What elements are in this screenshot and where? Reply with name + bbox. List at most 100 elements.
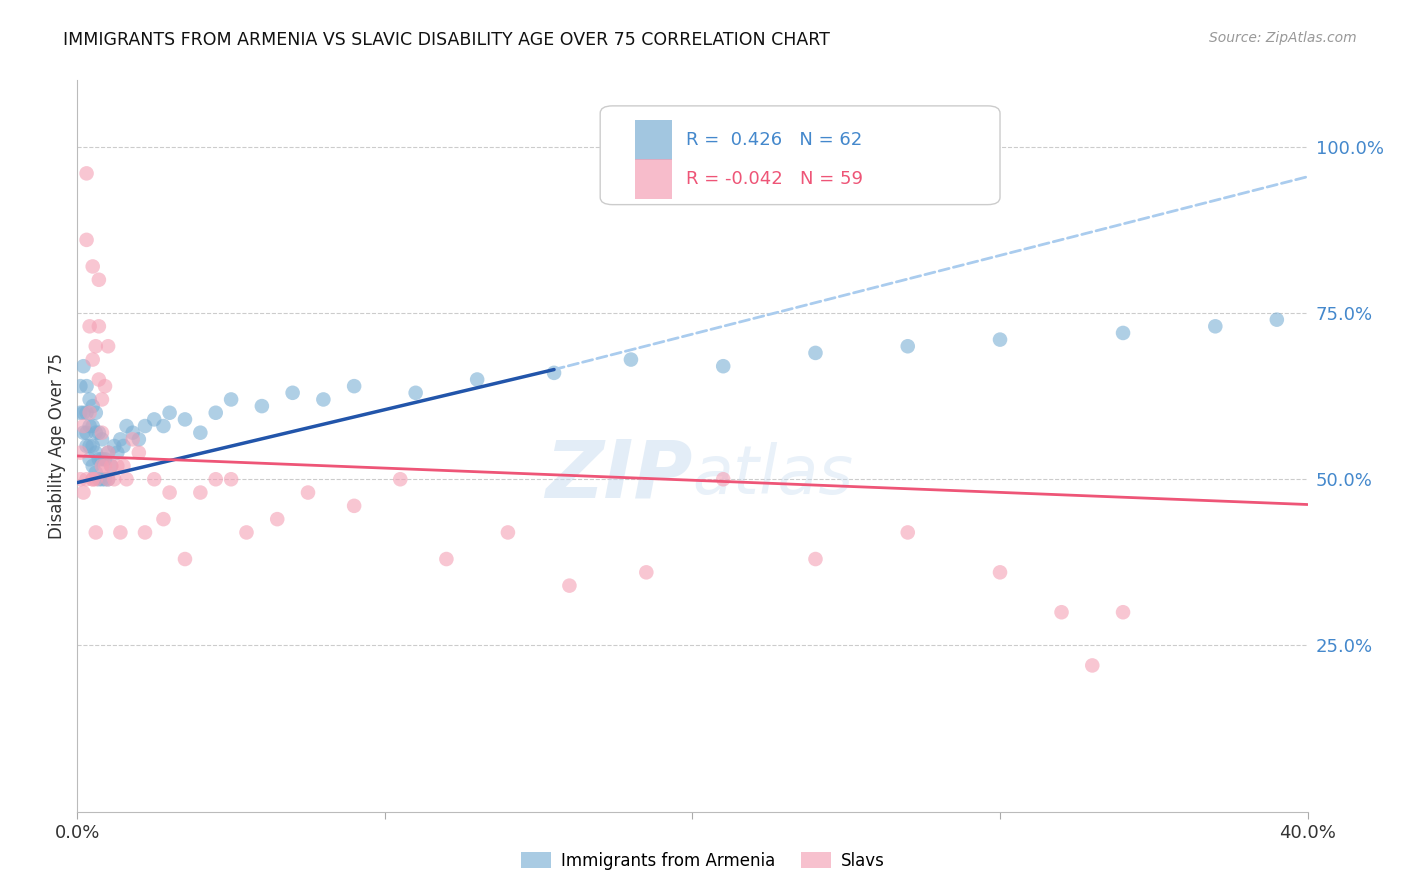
Point (103, 439, 125, 453)
Point (134, 419, 156, 434)
Point (79, 452, 101, 467)
FancyBboxPatch shape (634, 159, 672, 199)
Point (79, 439, 101, 453)
Point (636, 566, 658, 580)
Point (128, 433, 150, 447)
Point (159, 406, 181, 420)
Point (72, 485, 94, 500)
Point (219, 472, 242, 486)
Point (72, 406, 94, 420)
Point (988, 566, 1011, 580)
Point (312, 392, 335, 407)
Point (1204, 319, 1226, 334)
Point (405, 385, 427, 400)
Point (90, 458, 114, 473)
Point (79, 406, 101, 420)
Point (69, 379, 91, 393)
Point (69, 472, 91, 486)
Point (82, 419, 104, 434)
Point (84, 466, 107, 480)
Point (121, 425, 143, 440)
Point (100, 458, 122, 473)
Point (100, 458, 122, 473)
Point (105, 445, 128, 459)
Point (110, 433, 132, 447)
Point (76, 425, 98, 440)
Point (87, 372, 110, 386)
Point (69, 445, 91, 459)
Point (115, 472, 138, 486)
Point (711, 359, 734, 374)
Point (79, 319, 101, 334)
Point (103, 472, 125, 486)
Point (620, 352, 643, 367)
Point (76, 439, 98, 453)
Point (84, 445, 107, 459)
Text: ZIP: ZIP (546, 436, 693, 515)
Point (76, 379, 98, 393)
Point (97, 472, 120, 486)
Text: atlas: atlas (693, 442, 853, 508)
Point (79, 392, 101, 407)
Point (82, 458, 104, 473)
Point (87, 319, 110, 334)
Point (1081, 658, 1104, 673)
Legend: Immigrants from Armenia, Slavs: Immigrants from Armenia, Slavs (515, 846, 891, 877)
Point (897, 339, 920, 353)
Point (235, 525, 257, 540)
Point (82, 352, 104, 367)
Point (79, 419, 101, 434)
Point (134, 525, 156, 540)
Point (90, 433, 114, 447)
Point (465, 372, 488, 386)
Point (1265, 312, 1288, 326)
Point (152, 419, 174, 434)
Point (94, 452, 117, 467)
Point (297, 485, 319, 500)
Point (115, 419, 138, 434)
Point (204, 472, 226, 486)
Point (143, 472, 166, 486)
Point (72, 425, 94, 440)
Point (250, 399, 273, 413)
Point (804, 552, 827, 566)
Point (94, 472, 117, 486)
Point (159, 485, 181, 500)
Point (1050, 605, 1073, 619)
Y-axis label: Disability Age Over 75: Disability Age Over 75 (48, 353, 66, 539)
Point (343, 499, 366, 513)
Point (804, 346, 827, 360)
Point (174, 412, 197, 426)
Point (110, 525, 132, 540)
Point (97, 339, 120, 353)
Point (72, 359, 94, 374)
Text: IMMIGRANTS FROM ARMENIA VS SLAVIC DISABILITY AGE OVER 75 CORRELATION CHART: IMMIGRANTS FROM ARMENIA VS SLAVIC DISABI… (63, 31, 830, 49)
Point (219, 392, 242, 407)
Point (204, 406, 226, 420)
Point (988, 333, 1011, 347)
Point (84, 406, 107, 420)
Point (496, 525, 519, 540)
Point (558, 579, 581, 593)
Point (343, 379, 366, 393)
Point (82, 472, 104, 486)
FancyBboxPatch shape (634, 120, 672, 161)
Point (76, 472, 98, 486)
Point (97, 472, 120, 486)
Point (82, 260, 104, 274)
Point (72, 419, 94, 434)
Point (82, 472, 104, 486)
Point (84, 425, 107, 440)
Point (281, 385, 304, 400)
Point (1112, 605, 1135, 619)
Text: Source: ZipAtlas.com: Source: ZipAtlas.com (1209, 31, 1357, 45)
Point (87, 273, 110, 287)
Point (105, 458, 128, 473)
Point (112, 458, 135, 473)
Text: R = -0.042   N = 59: R = -0.042 N = 59 (686, 169, 863, 188)
Point (90, 425, 114, 440)
Point (266, 512, 288, 526)
FancyBboxPatch shape (600, 106, 1000, 204)
Point (97, 445, 120, 459)
Point (436, 552, 458, 566)
